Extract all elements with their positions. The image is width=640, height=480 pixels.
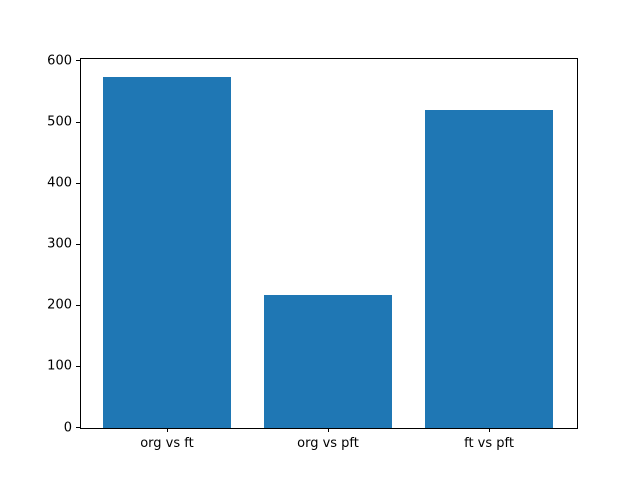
bar-org-vs-pft [263, 295, 393, 428]
y-tick-label: 600 [47, 53, 72, 69]
y-tick-label: 300 [47, 236, 72, 252]
y-tick-mark [76, 427, 80, 428]
y-tick-mark [76, 304, 80, 306]
y-tick-label: 0 [63, 420, 72, 435]
x-tick-mark [166, 428, 168, 432]
y-tick-label: 100 [47, 358, 72, 374]
y-tick-mark [76, 60, 80, 62]
y-tick-label: 400 [47, 175, 72, 191]
x-tick-label: org vs ft [140, 436, 194, 451]
plot-area [80, 58, 578, 429]
x-tick-label: ft vs pft [464, 436, 514, 451]
bar-ft-vs-pft [424, 109, 554, 428]
y-tick-mark [76, 243, 80, 245]
x-tick-label: org vs pft [297, 436, 359, 451]
x-tick-mark [328, 428, 329, 432]
x-tick-mark [489, 428, 491, 432]
y-tick-mark [76, 121, 80, 123]
y-tick-label: 200 [47, 297, 72, 313]
y-tick-mark [76, 182, 80, 184]
y-tick-mark [76, 365, 80, 367]
y-tick-label: 500 [47, 114, 72, 130]
bar-org-vs-ft [102, 76, 232, 428]
